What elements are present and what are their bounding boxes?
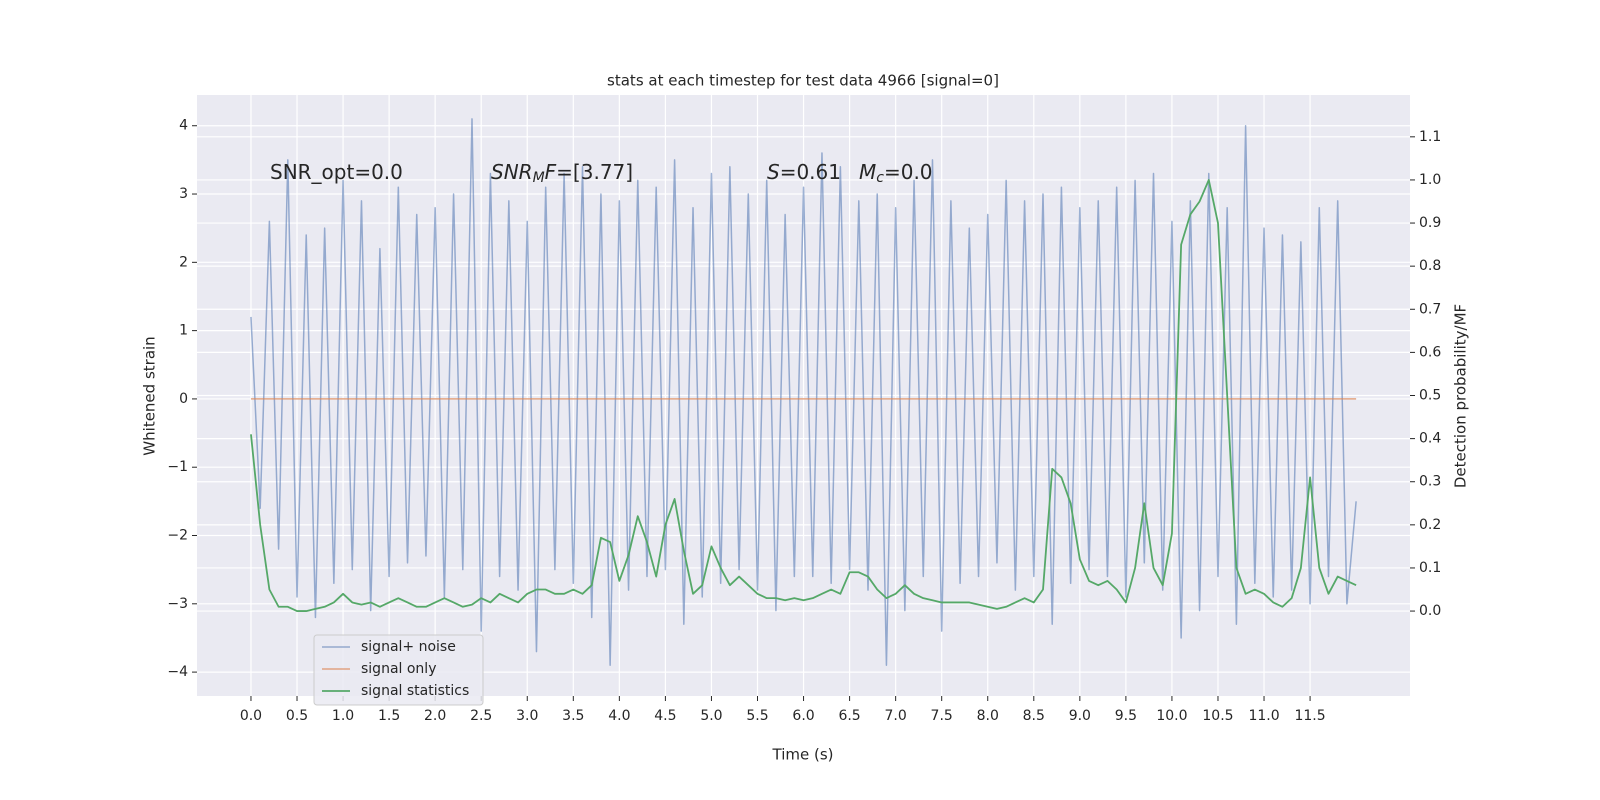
legend-label: signal statistics [361, 683, 469, 699]
y-tick-label: −1 [167, 459, 188, 475]
annotation-part: c [876, 170, 884, 186]
y2-tick-label: 0.5 [1419, 388, 1441, 404]
y-tick-label: 4 [179, 118, 188, 134]
y2-tick-label: 0.1 [1419, 560, 1441, 576]
annotation: Mc=0.0 [859, 160, 933, 187]
x-tick-label: 5.5 [746, 708, 768, 724]
x-tick-label: 2.0 [424, 708, 446, 724]
annotation: SNR_opt=0.0 [270, 160, 403, 184]
annotation: SNRMF=[3.77] [491, 160, 633, 187]
y2-tick-label: 1.1 [1419, 129, 1441, 145]
x-tick-label: 1.5 [378, 708, 400, 724]
x-tick-label: 3.0 [516, 708, 538, 724]
chart-title: stats at each timestep for test data 496… [607, 72, 999, 90]
annotation: S=0.61 [767, 160, 841, 184]
y2-tick-label: 0.0 [1419, 603, 1441, 619]
x-tick-label: 7.0 [885, 708, 907, 724]
y2-tick-label: 0.6 [1419, 344, 1441, 360]
x-tick-label: 11.5 [1294, 708, 1325, 724]
x-tick-label: 8.5 [1023, 708, 1045, 724]
y-tick-label: 1 [179, 323, 188, 339]
x-tick-label: 9.5 [1115, 708, 1137, 724]
y-tick-label: −3 [167, 596, 188, 612]
y-tick-label: 3 [179, 186, 188, 202]
annotation-part: M [533, 170, 545, 186]
x-tick-label: 1.0 [332, 708, 354, 724]
x-tick-label: 8.0 [977, 708, 999, 724]
y-axis-label: Whitened strain [141, 336, 159, 455]
y-tick-label: 2 [179, 254, 188, 270]
x-tick-label: 10.5 [1202, 708, 1233, 724]
annotation-part: =0.0 [884, 160, 933, 184]
x-tick-label: 11.0 [1248, 708, 1279, 724]
annotation-part: SNR_opt=0.0 [270, 160, 403, 184]
x-tick-label: 5.0 [700, 708, 722, 724]
series-line [250, 179, 1357, 612]
x-tick-label: 0.5 [286, 708, 308, 724]
y2-tick-label: 1.0 [1419, 172, 1441, 188]
annotation-part: F [545, 160, 557, 184]
y-tick-label: 0 [179, 391, 188, 407]
x-tick-label: 6.5 [838, 708, 860, 724]
x-tick-label: 2.5 [470, 708, 492, 724]
x-axis-label: Time (s) [772, 746, 834, 764]
y2-tick-label: 0.3 [1419, 474, 1441, 490]
x-tick-label: 4.0 [608, 708, 630, 724]
x-tick-label: 9.0 [1069, 708, 1091, 724]
x-tick-label: 3.5 [562, 708, 584, 724]
y2-tick-label: 0.4 [1419, 431, 1441, 447]
x-tick-label: 10.0 [1156, 708, 1187, 724]
legend-box [313, 634, 484, 706]
annotation-part: SNR [491, 160, 533, 184]
x-tick-label: 4.5 [654, 708, 676, 724]
y2-tick-label: 0.7 [1419, 301, 1441, 317]
y2-tick-label: 0.2 [1419, 517, 1441, 533]
x-tick-label: 0.0 [240, 708, 262, 724]
y-tick-label: −2 [167, 528, 188, 544]
series-line [250, 118, 1357, 667]
x-tick-label: 6.0 [792, 708, 814, 724]
y2-axis-label: Detection probability/MF [1452, 304, 1470, 488]
annotation-part: =0.61 [780, 160, 841, 184]
annotation-part: S [767, 160, 780, 184]
y2-tick-label: 0.8 [1419, 258, 1441, 274]
x-tick-label: 7.5 [931, 708, 953, 724]
annotation-part: M [859, 160, 876, 184]
legend-label: signal only [361, 661, 436, 677]
y-tick-label: −4 [167, 664, 188, 680]
annotation-part: =[3.77] [556, 160, 633, 184]
legend-label: signal+ noise [361, 639, 456, 655]
y2-tick-label: 0.9 [1419, 215, 1441, 231]
